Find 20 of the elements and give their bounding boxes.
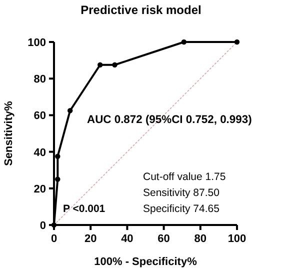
x-tick-label: 100 xyxy=(228,233,246,245)
y-tick-label: 80 xyxy=(34,74,46,86)
y-tick-label: 100 xyxy=(28,37,46,49)
x-tick-label: 60 xyxy=(158,233,170,245)
x-tick-label: 0 xyxy=(50,233,58,245)
x-tick-label: 80 xyxy=(194,233,207,245)
annotation: AUC 0.872 (95%CI 0.752, 0.993) xyxy=(87,114,252,126)
x-axis-title: 100% - Specificity% xyxy=(94,256,198,268)
annotation: Cut-off value 1.75 xyxy=(143,171,226,183)
y-tick-label: 20 xyxy=(34,183,46,196)
y-tick-label: 60 xyxy=(34,110,46,122)
y-axis-title: Sensitivity% xyxy=(3,100,15,166)
x-tick-label: 20 xyxy=(84,233,97,245)
x-tick-label: 40 xyxy=(121,233,134,245)
annotation: P <0.001 xyxy=(63,203,106,215)
y-tick-label: 0 xyxy=(40,220,46,232)
y-tick-label: 40 xyxy=(34,146,46,159)
annotation: Specificity 74.65 xyxy=(143,203,220,215)
annotation: Sensitivity 87.50 xyxy=(143,187,220,199)
chart-title: Predictive risk model xyxy=(80,3,202,17)
